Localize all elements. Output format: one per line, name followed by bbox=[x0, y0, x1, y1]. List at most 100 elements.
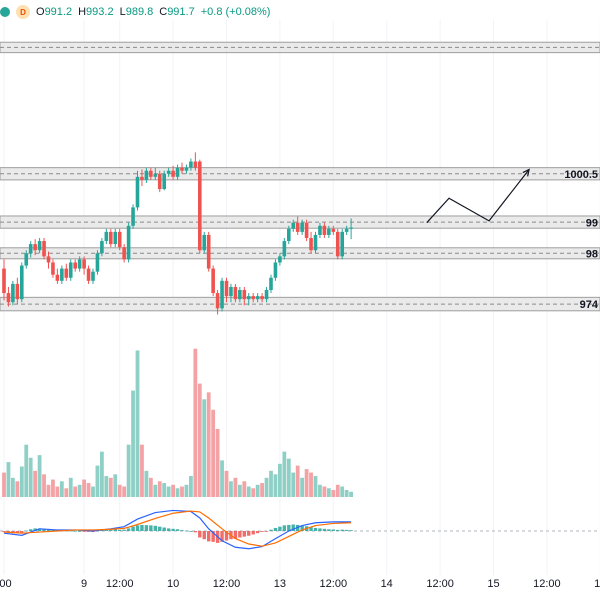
volume-bar bbox=[318, 484, 322, 497]
zone-rect bbox=[0, 167, 600, 181]
candle-body bbox=[171, 170, 175, 177]
macd-histogram-bar bbox=[113, 529, 117, 531]
volume-bar bbox=[304, 469, 309, 497]
candle-body bbox=[149, 170, 153, 177]
time-axis-label: 12:00 bbox=[213, 578, 241, 590]
volume-bar bbox=[113, 474, 118, 497]
macd-histogram-bar bbox=[278, 526, 282, 531]
macd-histogram-bar bbox=[140, 524, 144, 531]
candle-body bbox=[322, 225, 327, 235]
volume-bar bbox=[326, 488, 331, 497]
macd-histogram-bar bbox=[184, 530, 189, 532]
candle-body bbox=[15, 283, 20, 300]
macd-histogram-bar bbox=[202, 531, 206, 540]
time-axis-label: 12:00 bbox=[426, 578, 454, 590]
candle-body bbox=[242, 290, 247, 300]
candle-body bbox=[224, 280, 229, 297]
volume-bar bbox=[162, 483, 167, 497]
candle-body bbox=[117, 231, 122, 248]
macd-histogram-bar bbox=[118, 529, 122, 531]
macd-histogram-bar bbox=[255, 531, 260, 534]
interval-badge[interactable]: D bbox=[16, 5, 30, 19]
time-axis-label: 16 bbox=[594, 578, 600, 590]
macd-histogram-bar bbox=[82, 531, 86, 532]
candle-body bbox=[318, 225, 322, 235]
volume-bar bbox=[211, 409, 216, 497]
volume-bar bbox=[197, 383, 202, 497]
volume-bar bbox=[171, 484, 175, 497]
volume-bar bbox=[126, 444, 131, 497]
volume-bar bbox=[153, 484, 158, 497]
macd-histogram-bar bbox=[300, 525, 304, 531]
macd-histogram-bar bbox=[309, 527, 313, 531]
time-axis-label: :00 bbox=[0, 578, 12, 590]
volume-bar bbox=[11, 477, 15, 497]
macd-histogram-bar bbox=[318, 528, 322, 531]
volume-bar bbox=[2, 472, 6, 497]
volume-bar bbox=[91, 486, 95, 497]
candle-body bbox=[68, 262, 73, 278]
volume-bar bbox=[202, 399, 207, 497]
macd-histogram-bar bbox=[24, 530, 28, 532]
macd-histogram-bar bbox=[189, 531, 193, 532]
zone-rect bbox=[0, 296, 600, 312]
volume-bar bbox=[269, 470, 273, 497]
candle-body bbox=[246, 296, 251, 300]
macd-histogram-bar bbox=[291, 524, 295, 531]
candle-body bbox=[251, 296, 255, 300]
macd-histogram-bar bbox=[20, 531, 24, 533]
candle-body bbox=[220, 280, 224, 309]
macd-histogram-bar bbox=[331, 529, 335, 531]
candle-body bbox=[42, 241, 46, 257]
time-axis-label: 14 bbox=[381, 578, 393, 590]
macd-histogram-bar bbox=[193, 531, 198, 533]
candle-body bbox=[282, 241, 287, 257]
candle-body bbox=[60, 268, 64, 281]
volume-bar bbox=[331, 490, 336, 497]
volume-bar bbox=[273, 474, 278, 497]
candle-body bbox=[166, 170, 171, 174]
macd-histogram-bar bbox=[135, 525, 140, 531]
volume-bar bbox=[6, 462, 11, 497]
volume-bar bbox=[286, 458, 291, 497]
volume-bar bbox=[73, 486, 78, 497]
candle-body bbox=[11, 283, 15, 303]
ohlc-open: O991.2 bbox=[36, 6, 72, 18]
candle-body bbox=[269, 277, 273, 290]
time-axis-label: 9 bbox=[81, 578, 87, 590]
signal-line bbox=[3, 510, 352, 547]
macd-histogram-bar bbox=[344, 529, 349, 531]
candle-body bbox=[335, 231, 340, 257]
macd-histogram-bar bbox=[340, 529, 344, 531]
price-axis-label: 98 bbox=[586, 248, 598, 260]
macd-histogram-bar bbox=[211, 531, 215, 542]
macd-histogram-bar bbox=[242, 531, 246, 537]
volume-bar bbox=[349, 491, 353, 497]
macd-histogram-bar bbox=[46, 529, 51, 531]
volume-bar bbox=[15, 481, 20, 497]
close-value: 991.7 bbox=[167, 6, 195, 18]
zone-rect bbox=[0, 41, 600, 54]
macd-histogram-bar bbox=[33, 528, 37, 531]
price-axis-label: 974 bbox=[580, 299, 599, 311]
volume-bar bbox=[233, 477, 238, 497]
macd-histogram-bar bbox=[327, 529, 331, 531]
volume-bar bbox=[108, 477, 113, 497]
candle-body bbox=[2, 268, 6, 294]
volume-bar bbox=[246, 486, 251, 497]
volume-bar bbox=[282, 451, 287, 497]
candle-body bbox=[51, 262, 55, 275]
candle-body bbox=[73, 262, 77, 269]
macd-histogram-bar bbox=[282, 525, 287, 531]
candle-body bbox=[331, 228, 336, 232]
volume-bar bbox=[131, 390, 135, 497]
ohlc-low: L989.8 bbox=[120, 6, 154, 18]
volume-bar bbox=[220, 460, 224, 497]
macd-histogram-bar bbox=[349, 530, 353, 531]
macd-histogram-bar bbox=[42, 528, 46, 531]
candle-body bbox=[100, 241, 104, 254]
volume-bar bbox=[24, 444, 29, 497]
candle-body bbox=[238, 290, 242, 300]
